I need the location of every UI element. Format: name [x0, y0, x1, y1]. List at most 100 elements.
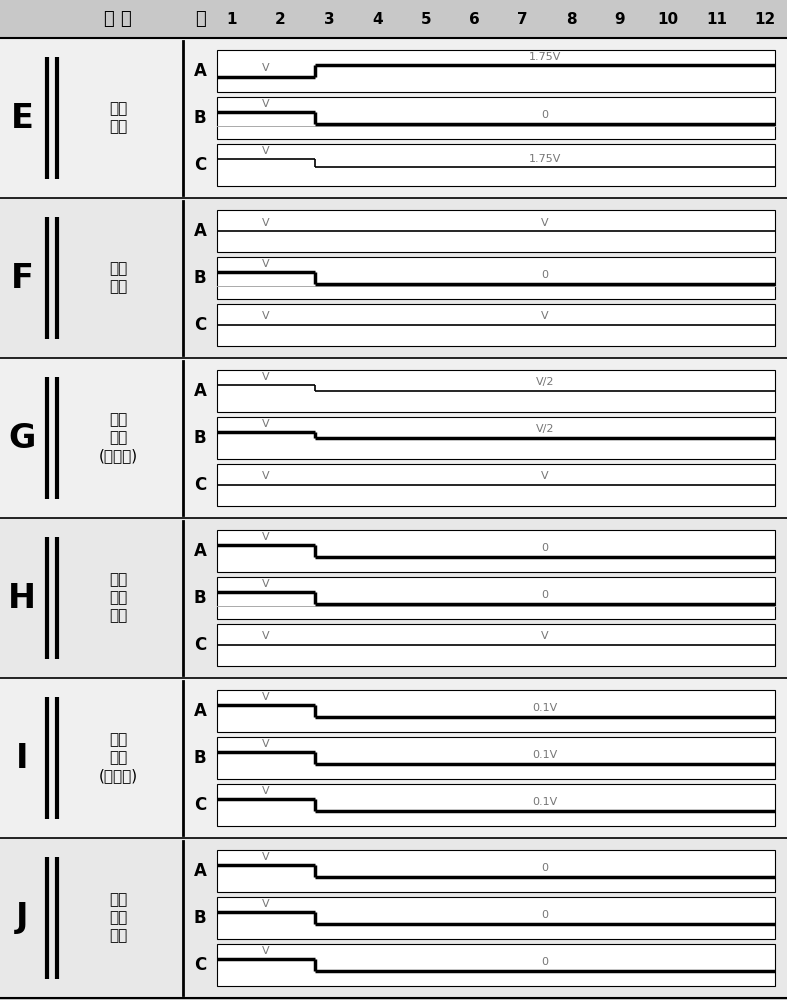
- Text: A: A: [194, 62, 206, 80]
- Text: V: V: [262, 259, 270, 269]
- Text: (未接地): (未接地): [98, 448, 138, 464]
- Text: V: V: [262, 218, 270, 228]
- Text: 0.1V: 0.1V: [532, 750, 557, 760]
- Text: V: V: [541, 471, 549, 481]
- Text: H: H: [8, 582, 36, 614]
- Bar: [217, 530, 775, 572]
- Text: V: V: [262, 852, 270, 862]
- Bar: [217, 97, 775, 139]
- Text: V: V: [262, 471, 270, 481]
- Text: A: A: [194, 542, 206, 560]
- Text: V: V: [541, 218, 549, 228]
- Text: 短路: 短路: [109, 590, 127, 605]
- Text: V: V: [262, 146, 270, 156]
- Bar: [217, 304, 775, 346]
- Text: I: I: [16, 742, 28, 774]
- Text: 10: 10: [657, 11, 678, 26]
- Text: 二相: 二相: [109, 572, 127, 587]
- Text: A: A: [194, 222, 206, 240]
- Text: 短路: 短路: [109, 910, 127, 926]
- Text: 0: 0: [541, 957, 549, 967]
- Bar: [217, 944, 775, 986]
- Text: V: V: [262, 99, 270, 109]
- Text: V: V: [262, 579, 270, 589]
- Text: A: A: [194, 702, 206, 720]
- Text: 二相: 二相: [109, 412, 127, 428]
- Text: V: V: [262, 532, 270, 542]
- Bar: [217, 210, 775, 252]
- Text: 0: 0: [541, 910, 549, 920]
- Text: V/2: V/2: [536, 424, 554, 434]
- Bar: [217, 737, 775, 779]
- Text: 7: 7: [517, 11, 528, 26]
- Text: C: C: [194, 956, 206, 974]
- Text: 3: 3: [323, 11, 334, 26]
- Text: C: C: [194, 316, 206, 334]
- Text: J: J: [16, 902, 28, 934]
- Text: 0: 0: [541, 543, 549, 553]
- Text: 11: 11: [706, 11, 727, 26]
- Text: 5: 5: [420, 11, 431, 26]
- Text: 单相: 单相: [109, 102, 127, 116]
- Bar: [217, 690, 775, 732]
- Text: B: B: [194, 109, 206, 127]
- Text: 短路: 短路: [109, 750, 127, 766]
- Text: 2: 2: [275, 11, 286, 26]
- Text: V: V: [262, 739, 270, 749]
- Bar: [217, 784, 775, 826]
- Text: C: C: [194, 796, 206, 814]
- Text: 单相: 单相: [109, 261, 127, 276]
- Text: 类 别: 类 别: [104, 10, 132, 28]
- Bar: [217, 417, 775, 459]
- Text: 1.75V: 1.75V: [529, 52, 561, 62]
- Text: (未接地): (未接地): [98, 768, 138, 784]
- Text: 接地: 接地: [109, 928, 127, 944]
- Text: 0: 0: [541, 590, 549, 600]
- Text: 9: 9: [615, 11, 625, 26]
- Text: F: F: [10, 261, 33, 294]
- Text: B: B: [194, 909, 206, 927]
- Bar: [0, 0, 787, 38]
- Bar: [217, 50, 775, 92]
- Bar: [217, 257, 775, 299]
- Text: C: C: [194, 636, 206, 654]
- Text: 1: 1: [227, 11, 237, 26]
- Bar: [0, 198, 787, 358]
- Text: 8: 8: [566, 11, 577, 26]
- Text: 三相: 三相: [109, 892, 127, 908]
- Bar: [0, 678, 787, 838]
- Text: V: V: [262, 786, 270, 796]
- Text: 0: 0: [541, 110, 549, 120]
- Text: V: V: [262, 692, 270, 702]
- Text: 1.75V: 1.75V: [529, 154, 561, 164]
- Text: 断线: 断线: [109, 279, 127, 294]
- Text: 三相: 三相: [109, 732, 127, 748]
- Bar: [217, 577, 775, 619]
- Bar: [0, 518, 787, 678]
- Text: 接地: 接地: [109, 119, 127, 134]
- Text: V: V: [541, 311, 549, 321]
- Text: 12: 12: [755, 11, 776, 26]
- Bar: [0, 38, 787, 198]
- Text: 短路: 短路: [109, 430, 127, 446]
- Text: V: V: [262, 311, 270, 321]
- Text: B: B: [194, 589, 206, 607]
- Text: G: G: [9, 422, 35, 454]
- Bar: [217, 144, 775, 186]
- Bar: [217, 464, 775, 506]
- Text: V: V: [541, 631, 549, 641]
- Bar: [217, 850, 775, 892]
- Bar: [0, 358, 787, 518]
- Text: V: V: [262, 899, 270, 909]
- Text: 接地: 接地: [109, 608, 127, 624]
- Bar: [217, 897, 775, 939]
- Bar: [217, 624, 775, 666]
- Bar: [0, 838, 787, 998]
- Text: 0.1V: 0.1V: [532, 797, 557, 807]
- Text: V/2: V/2: [536, 377, 554, 387]
- Text: V: V: [262, 63, 270, 73]
- Text: B: B: [194, 269, 206, 287]
- Text: 0: 0: [541, 863, 549, 873]
- Bar: [217, 370, 775, 412]
- Text: V: V: [262, 372, 270, 382]
